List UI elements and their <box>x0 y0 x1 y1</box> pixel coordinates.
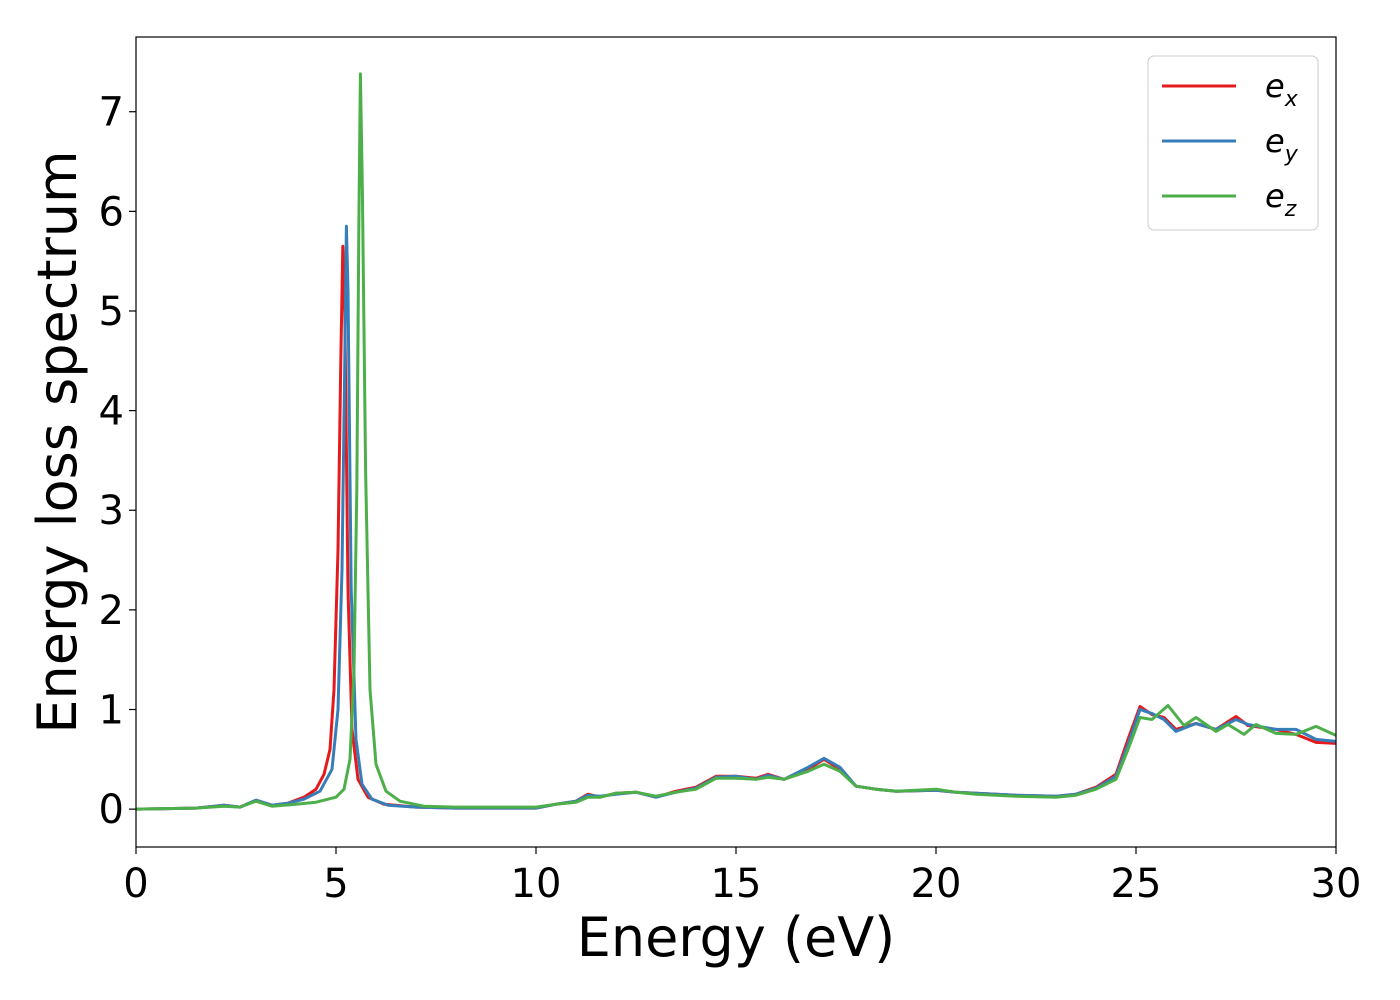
y-tick-label: 1 <box>99 688 124 734</box>
y-tick-label: 6 <box>99 189 124 235</box>
y-tick-label: 0 <box>99 787 124 833</box>
y-axis-ticks: 0 1 2 3 4 5 6 7 <box>99 90 136 833</box>
legend-label-y: ey <box>1265 122 1299 167</box>
legend-label-base: e <box>1265 177 1285 215</box>
x-tick-label: 0 <box>123 861 148 907</box>
legend-label-subscript: y <box>1284 142 1299 167</box>
series-line-z <box>136 72 1336 811</box>
y-tick-label: 4 <box>99 389 124 435</box>
x-axis-ticks: 0 5 10 15 20 25 30 <box>123 847 1361 907</box>
y-tick-label: 5 <box>99 289 124 335</box>
x-tick-label: 20 <box>911 861 962 907</box>
x-tick-label: 10 <box>511 861 562 907</box>
plot-background <box>136 37 1336 847</box>
legend-frame <box>1147 55 1319 231</box>
x-tick-label: 5 <box>323 861 348 907</box>
legend-label-z: ez <box>1265 177 1297 222</box>
x-tick-label: 15 <box>711 861 762 907</box>
legend-label-x: ex <box>1265 67 1299 112</box>
x-axis-label: Energy (eV) <box>577 906 896 969</box>
legend-label-subscript: x <box>1284 87 1299 112</box>
y-tick-label: 3 <box>99 488 124 534</box>
x-tick-label: 30 <box>1311 861 1362 907</box>
legend-label-subscript: z <box>1284 197 1297 222</box>
series-lines <box>136 72 1336 811</box>
x-tick-label: 25 <box>1111 861 1162 907</box>
y-tick-label: 2 <box>99 588 124 634</box>
legend-label-base: e <box>1265 122 1285 160</box>
y-tick-label: 7 <box>99 90 124 136</box>
legend-label-base: e <box>1265 67 1285 105</box>
y-axis-label: Energy loss spectrum <box>26 150 89 733</box>
